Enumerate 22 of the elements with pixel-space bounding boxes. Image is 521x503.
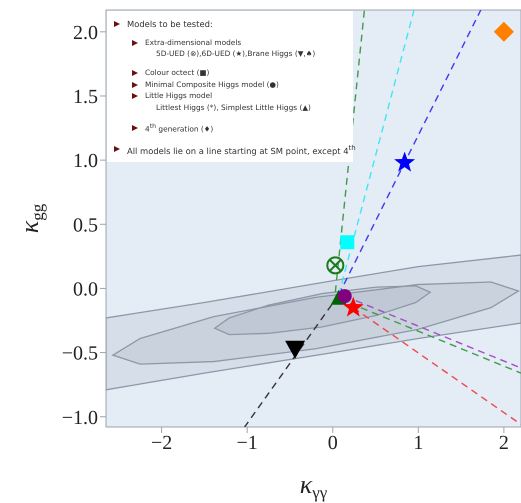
point	[342, 296, 364, 317]
y-tick-label: −1.0	[62, 406, 98, 429]
annotation: Models to be tested:	[127, 18, 213, 28]
point	[494, 22, 514, 42]
y-tick-label: −0.5	[62, 342, 98, 365]
x-tick-label: −1	[236, 432, 258, 454]
x-tick-label: 2	[498, 432, 509, 454]
y-tick-label: 0.5	[73, 214, 98, 236]
x-tick-label: 1	[413, 432, 424, 454]
point	[394, 152, 416, 172]
point	[285, 340, 306, 359]
point	[326, 256, 344, 274]
y-tick-label: 1.5	[73, 86, 98, 108]
point	[340, 235, 354, 250]
y-tick-label: 2.0	[73, 22, 98, 44]
y-tick-label: 1.0	[73, 150, 98, 172]
annotation: All models lie on a line starting at SM point, except 4$^{th}$	[127, 142, 356, 156]
point	[338, 289, 352, 304]
x-axis-title: κ$_{γγ}$	[300, 470, 328, 502]
x-tick-label: 0	[328, 432, 338, 454]
y-tick-label: 0.0	[73, 278, 98, 301]
x-tick-label: −2	[150, 432, 172, 454]
